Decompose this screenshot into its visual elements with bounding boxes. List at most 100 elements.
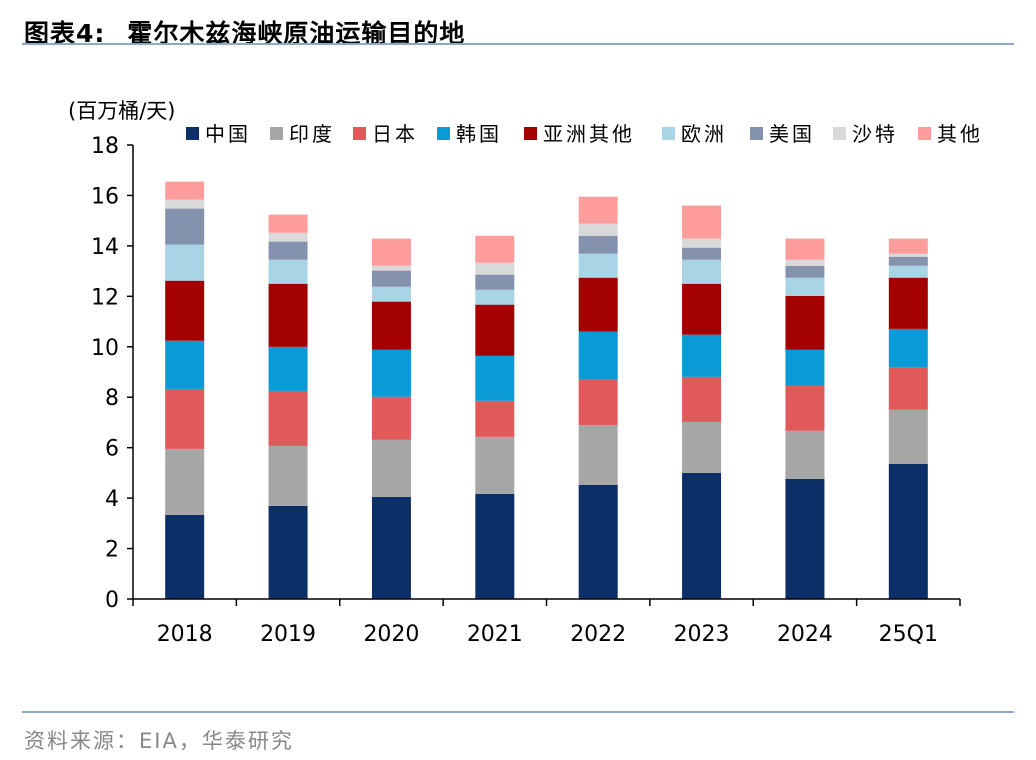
y-tick-label: 10	[91, 336, 119, 361]
bar-segment	[682, 472, 722, 599]
bar-segment	[682, 259, 722, 284]
bar-segment	[888, 253, 928, 257]
bar-segment	[165, 448, 205, 516]
bar-segment	[475, 304, 515, 356]
bar-segment	[475, 289, 515, 305]
legend-label: 欧洲	[681, 122, 727, 146]
legend-label: 韩国	[456, 122, 502, 146]
y-tick-label: 14	[91, 235, 119, 260]
bar-segment	[475, 493, 515, 599]
bar-segment	[268, 390, 308, 446]
bar-segment	[888, 367, 928, 410]
x-tick-label: 2023	[674, 622, 730, 647]
header-divider	[22, 43, 1014, 45]
y-tick-label: 16	[91, 184, 119, 209]
bar-segment	[475, 355, 515, 401]
x-tick-label: 2020	[363, 622, 419, 647]
bar-segment	[888, 409, 928, 464]
legend-swatch	[833, 127, 846, 140]
legend-label: 亚洲其他	[543, 122, 635, 146]
bar-segment	[682, 283, 722, 335]
bar-segment	[371, 439, 411, 497]
bar-segment	[888, 463, 928, 599]
bar-segment	[371, 301, 411, 350]
bar-segment	[785, 265, 825, 278]
bar-segment	[785, 349, 825, 386]
bar-segment	[578, 235, 618, 254]
bar-segment	[165, 181, 205, 200]
bar-segment	[785, 478, 825, 599]
source-note: 资料来源：EIA，华泰研究	[24, 729, 294, 753]
bar-segment	[165, 515, 205, 599]
bar-segment	[475, 235, 515, 263]
y-tick-label: 2	[105, 538, 119, 563]
legend-swatch	[918, 127, 931, 140]
x-tick-label: 2019	[260, 622, 316, 647]
x-tick-label: 2022	[570, 622, 626, 647]
bar-segment	[165, 208, 205, 245]
y-tick-label: 4	[105, 487, 119, 512]
bar-segment	[682, 376, 722, 422]
x-tick-label: 2024	[777, 622, 833, 647]
bar-segment	[785, 238, 825, 260]
legend-swatch	[437, 127, 450, 140]
legend-label: 其他	[937, 122, 983, 146]
bar-segment	[578, 277, 618, 332]
bar-segment	[475, 262, 515, 275]
bar-segment	[371, 286, 411, 302]
bar-segment	[268, 214, 308, 233]
bar-segment	[165, 280, 205, 341]
x-tick-label: 2018	[157, 622, 213, 647]
bar-segment	[165, 244, 205, 281]
bar-segment	[888, 265, 928, 278]
y-axis-unit: (百万桶/天)	[68, 99, 175, 123]
bar-segment	[785, 295, 825, 350]
bar-segment	[475, 436, 515, 494]
bar-segment	[578, 196, 618, 224]
bar-segment	[268, 505, 308, 599]
legend-label: 日本	[372, 122, 418, 146]
bar-segment	[888, 238, 928, 254]
bar-segment	[682, 421, 722, 473]
bar-segment	[268, 241, 308, 260]
bar-segment	[268, 445, 308, 506]
bar-segment	[268, 346, 308, 391]
bar-segment	[371, 270, 411, 287]
bar-segment	[165, 199, 205, 209]
y-tick-label: 6	[105, 437, 119, 462]
bar-segment	[578, 331, 618, 380]
bar-segment	[682, 247, 722, 260]
bar-segment	[888, 256, 928, 266]
bar-segment	[371, 349, 411, 397]
bar-segment	[371, 496, 411, 599]
legend-label: 沙特	[852, 122, 898, 146]
bar-segment	[165, 388, 205, 449]
legend-swatch	[524, 127, 537, 140]
legend: 中国 印度 日本 韩国 亚洲其他 欧洲 美国 沙特 其他	[186, 122, 983, 146]
bar-segment	[268, 283, 308, 347]
legend-label: 中国	[205, 122, 251, 146]
y-tick-label: 18	[91, 134, 119, 159]
legend-swatch	[270, 127, 283, 140]
legend-label: 印度	[289, 122, 335, 146]
bar-segment	[578, 424, 618, 485]
bar-segment	[682, 334, 722, 377]
bar-segment	[371, 396, 411, 440]
axes: 2018 2019 2020 2021 2022 2023 2024 25Q1 0 2 4 6 8 10 1…	[91, 134, 961, 647]
bar-segment	[785, 259, 825, 266]
bar-segment	[682, 205, 722, 239]
bar-segment	[475, 400, 515, 437]
y-tick-label: 8	[105, 386, 119, 411]
bar-segment	[371, 238, 411, 266]
bar-segment	[682, 238, 722, 248]
y-tick-label: 12	[91, 285, 119, 310]
bar-segment	[578, 223, 618, 236]
bar-segment	[475, 274, 515, 290]
bar-segment	[578, 253, 618, 278]
bar-segment	[888, 277, 928, 329]
bars	[165, 181, 928, 599]
bar-segment	[888, 328, 928, 368]
legend-swatch	[353, 127, 366, 140]
bar-segment	[578, 379, 618, 425]
